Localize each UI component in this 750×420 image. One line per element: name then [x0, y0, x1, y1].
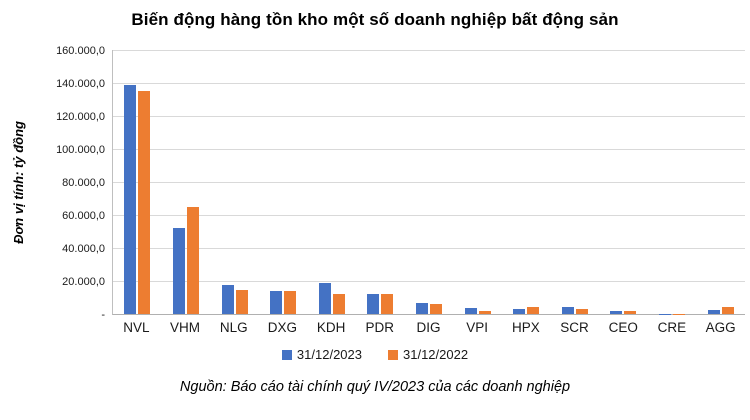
x-label-scr: SCR: [560, 320, 589, 335]
bar-vhm-31-12-2023: [172, 228, 185, 314]
bar-group-scr: [550, 50, 599, 314]
legend: 31/12/2023 31/12/2022: [0, 347, 750, 362]
x-label-vhm: VHM: [170, 320, 201, 335]
x-label-ceo: CEO: [608, 320, 638, 335]
bar-dig-31-12-2022: [429, 304, 442, 314]
bar-group-hpx: [502, 50, 551, 314]
bar-scr-31-12-2023: [561, 306, 574, 314]
bar-nvl-31-12-2022: [138, 91, 151, 314]
bar-vhm-31-12-2022: [186, 207, 199, 314]
source-note: Nguồn: Báo cáo tài chính quý IV/2023 của…: [179, 379, 571, 395]
y-tick-label: 120.000,0: [56, 111, 105, 123]
bar-nlg-31-12-2022: [235, 289, 248, 314]
bars-layer: [113, 50, 745, 314]
y-tick-label: 80.000,0: [62, 177, 105, 189]
x-label-vpi: VPI: [466, 320, 489, 335]
y-tick-label: 140.000,0: [56, 78, 105, 90]
plot-wrap: NVL VHM NLG DXG KDH PDR DIG VPI HPX SCR CEO CRE AGG: [112, 50, 745, 335]
y-tick-label: 60.000,0: [62, 210, 105, 222]
bar-hpx-31-12-2023: [513, 308, 526, 314]
bar-kdh-31-12-2022: [332, 293, 345, 314]
bar-dxg-31-12-2022: [284, 290, 297, 314]
bar-vpi-31-12-2023: [464, 308, 477, 314]
x-axis-labels: NVL VHM NLG DXG KDH PDR DIG VPI HPX SCR CEO CRE AGG: [112, 320, 745, 335]
bar-vpi-31-12-2022: [478, 310, 491, 314]
y-tick-label: 20.000,0: [62, 276, 105, 288]
bar-group-nlg: [210, 50, 259, 314]
bar-group-kdh: [307, 50, 356, 314]
bar-ceo-31-12-2022: [624, 311, 637, 314]
bar-group-vpi: [453, 50, 502, 314]
bar-group-vhm: [162, 50, 211, 314]
y-tick-label: -: [101, 309, 105, 321]
y-axis-ticks: 160.000,0 140.000,0 120.000,0 100.000,0 80.0…: [36, 45, 112, 321]
legend-label-2022: 31/12/2022: [403, 347, 469, 362]
y-axis-title-text: Đơn vị tính: tỷ đồng: [10, 121, 26, 244]
bar-ceo-31-12-2023: [610, 311, 623, 314]
bar-pdr-31-12-2023: [367, 293, 380, 314]
legend-label-2023: 31/12/2023: [296, 347, 362, 362]
bar-scr-31-12-2022: [575, 308, 588, 314]
bar-dig-31-12-2023: [415, 303, 428, 314]
y-tick-label: 160.000,0: [56, 45, 105, 57]
bar-group-dxg: [259, 50, 308, 314]
x-label-hpx: HPX: [511, 320, 540, 335]
bar-nlg-31-12-2023: [221, 285, 234, 314]
x-label-nvl: NVL: [123, 320, 150, 335]
x-label-nlg: NLG: [219, 320, 248, 335]
x-label-cre: CRE: [657, 320, 687, 335]
legend-item-2023: 31/12/2023: [281, 347, 362, 362]
plot-area: [112, 50, 745, 315]
bar-nvl-31-12-2023: [124, 84, 137, 314]
bar-dxg-31-12-2023: [270, 290, 283, 314]
chart-title: Biến động hàng tồn kho một số doanh nghi…: [131, 10, 619, 29]
x-label-dxg: DXG: [267, 320, 298, 335]
legend-item-2022: 31/12/2022: [388, 347, 468, 362]
legend-swatch-2023: [281, 349, 292, 360]
x-label-agg: AGG: [705, 320, 736, 335]
bar-group-cre: [648, 50, 697, 314]
x-label-dig: DIG: [416, 320, 441, 335]
x-label-kdh: KDH: [316, 320, 346, 335]
y-tick-label: 100.000,0: [56, 144, 105, 156]
bar-group-ceo: [599, 50, 648, 314]
y-axis-title: Đơn vị tính: tỷ đồng: [0, 50, 36, 315]
bar-group-pdr: [356, 50, 405, 314]
bar-pdr-31-12-2022: [381, 293, 394, 314]
bar-group-nvl: [113, 50, 162, 314]
bar-kdh-31-12-2023: [318, 282, 331, 314]
x-label-pdr: PDR: [365, 320, 395, 335]
bar-group-dig: [405, 50, 454, 314]
bar-agg-31-12-2023: [707, 309, 720, 314]
legend-swatch-2022: [388, 349, 398, 360]
bar-agg-31-12-2022: [721, 306, 734, 314]
bar-hpx-31-12-2022: [527, 306, 540, 314]
chart-body: Đơn vị tính: tỷ đồng 160.000,0 140.000,0 1…: [0, 45, 750, 335]
bar-group-agg: [696, 50, 745, 314]
y-tick-label: 40.000,0: [62, 243, 105, 255]
